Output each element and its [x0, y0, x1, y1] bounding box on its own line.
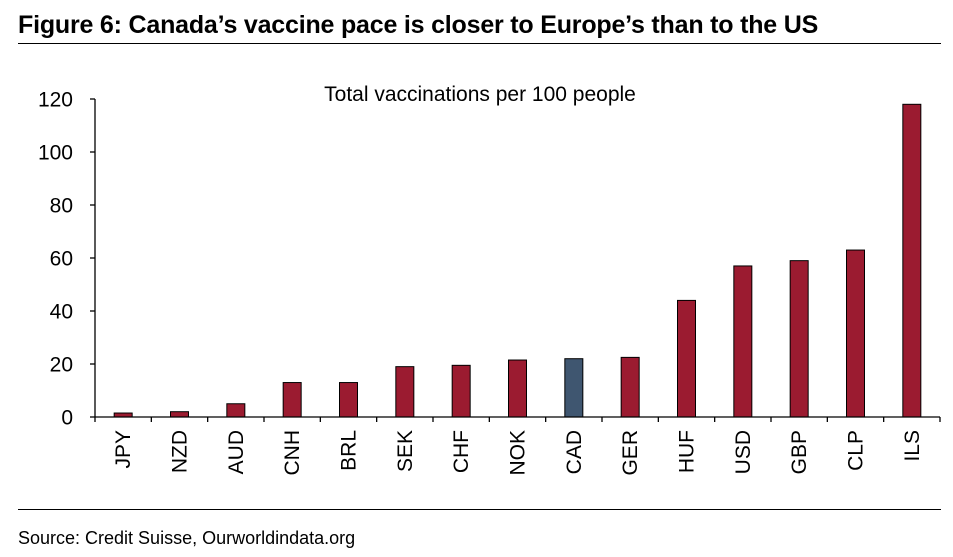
y-tick-label: 120	[38, 89, 73, 112]
figure-title: Figure 6: Canada’s vaccine pace is close…	[18, 11, 819, 39]
x-tick-label-nzd: NZD	[169, 430, 192, 473]
x-tick-label-brl: BRL	[338, 430, 361, 471]
bar-nok	[508, 359, 527, 418]
x-tick-label-clp: CLP	[845, 430, 868, 471]
x-tick-label-cnh: CNH	[281, 430, 304, 476]
y-tick-label: 60	[50, 248, 73, 271]
x-tick-label-usd: USD	[732, 430, 755, 474]
bar-aud	[226, 403, 246, 418]
source-note: Source: Credit Suisse, Ourworldindata.or…	[18, 528, 356, 548]
source-divider	[18, 509, 941, 510]
x-tick-label-gbp: GBP	[788, 430, 811, 474]
y-axis-ticks: 0 20 40 60 80 100 120	[38, 89, 95, 430]
x-tick-label-ils: ILS	[901, 430, 924, 462]
bar-brl	[339, 382, 358, 418]
title-divider	[18, 43, 941, 44]
bar-nzd	[170, 411, 189, 418]
x-tick-label-sek: SEK	[394, 430, 417, 472]
y-tick-label: 100	[38, 142, 73, 165]
bar-chf	[451, 364, 471, 418]
y-tick-label: 40	[50, 301, 73, 324]
y-tick-label: 20	[50, 354, 73, 377]
bar-clp	[846, 249, 865, 418]
x-tick-label-aud: AUD	[225, 430, 248, 474]
bar-cad	[564, 358, 584, 418]
y-tick-label: 80	[50, 195, 73, 218]
x-tick-label-huf: HUF	[676, 430, 699, 473]
x-tick-label-ger: GER	[619, 430, 642, 476]
bar-sek	[395, 366, 415, 418]
bar-gbp	[789, 260, 809, 418]
bar-ils	[902, 103, 922, 418]
x-tick-label-jpy: JPY	[112, 430, 135, 469]
bars-group	[113, 103, 922, 418]
bar-huf	[677, 299, 696, 418]
chart-title: Total vaccinations per 100 people	[324, 83, 636, 106]
x-tick-label-chf: CHF	[450, 430, 473, 473]
x-tick-label-cad: CAD	[563, 430, 586, 474]
bar-usd	[733, 265, 753, 418]
bar-cnh	[282, 382, 302, 418]
y-tick-label: 0	[61, 407, 73, 430]
x-axis-ticks: JPY NZD AUD CNH BRL SEK CHF NOK CAD GER HUF USD GBP C…	[94, 417, 941, 476]
bar-ger	[620, 356, 640, 418]
x-tick-label-nok: NOK	[507, 430, 530, 476]
